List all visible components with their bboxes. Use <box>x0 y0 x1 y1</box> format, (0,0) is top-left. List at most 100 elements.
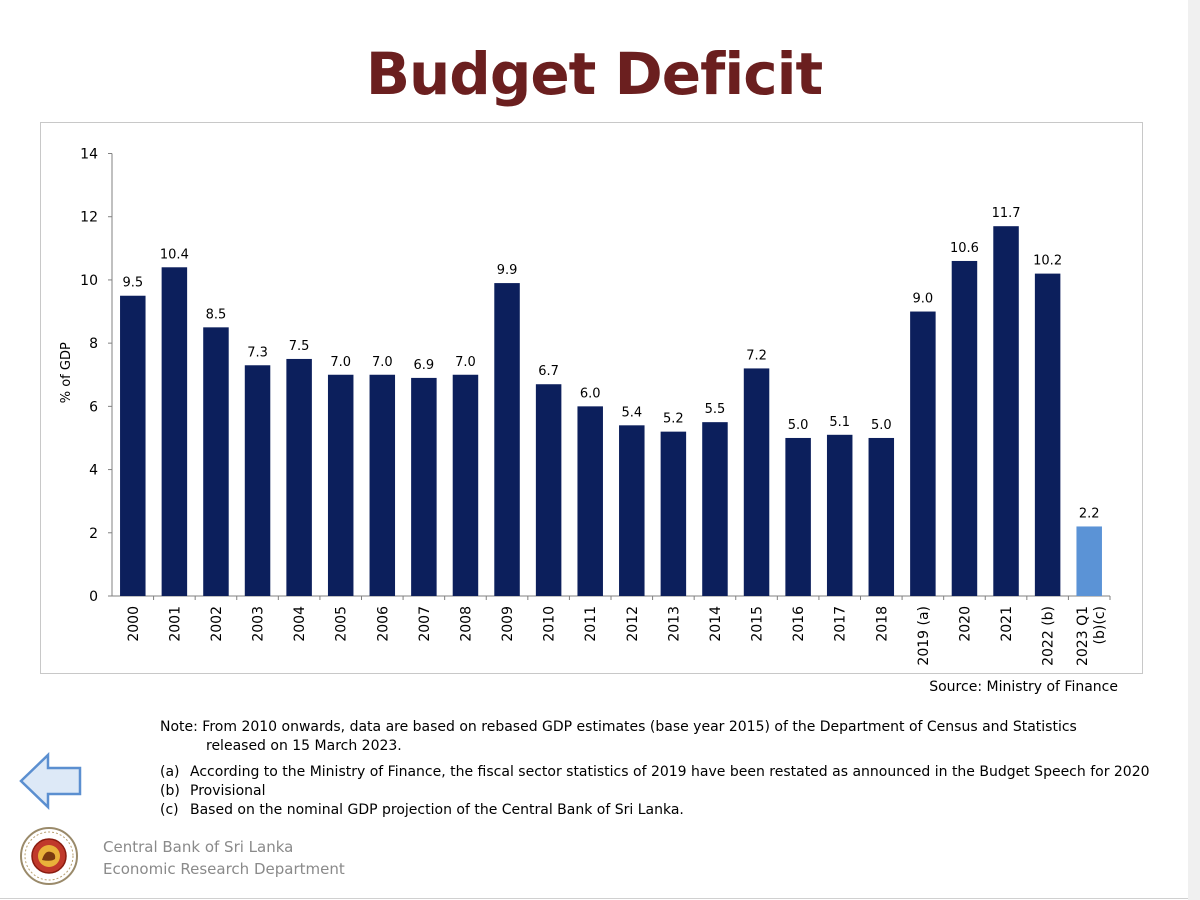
bar <box>286 358 312 596</box>
bar-value-label: 7.3 <box>247 345 268 360</box>
bar <box>120 295 146 596</box>
bar <box>161 267 188 596</box>
note-line-2: released on 15 March 2023. <box>206 738 402 754</box>
bar <box>702 422 728 596</box>
bar <box>494 283 520 596</box>
x-tick-label: 2002 <box>209 606 225 642</box>
bar-value-label: 5.4 <box>621 405 642 420</box>
org-dept: Economic Research Department <box>103 860 345 878</box>
footnote-item: (b) Provisional <box>160 782 1150 801</box>
bar-value-label: 7.0 <box>372 355 393 370</box>
x-tick-label: 2007 <box>417 606 433 642</box>
y-tick-label: 4 <box>89 463 98 479</box>
bar <box>660 431 687 596</box>
bar <box>577 406 603 596</box>
bar <box>1034 273 1061 596</box>
x-tick-label: 2021 <box>999 606 1015 642</box>
bar <box>951 260 978 596</box>
bar-value-label: 11.7 <box>992 206 1021 221</box>
y-tick-label: 10 <box>80 273 98 289</box>
bar <box>993 226 1019 597</box>
y-axis-title: % of GDP <box>59 342 74 403</box>
chart-frame: 0 2 4 6 8 10 12 14 % of GDP 9.5 10.4 8.5 7.3 7.5 7.0 7.… <box>40 122 1143 674</box>
bar <box>411 377 437 596</box>
bar-value-label: 6.0 <box>580 386 601 401</box>
x-tick-label: 2020 <box>957 606 973 642</box>
bar <box>244 365 271 596</box>
bar <box>743 368 770 596</box>
bar-value-label: 5.1 <box>829 415 850 430</box>
y-tick-label: 2 <box>89 526 98 542</box>
x-tick-label: 2012 <box>625 606 641 642</box>
bar-value-label: 7.2 <box>746 348 767 363</box>
y-tick-label: 6 <box>89 399 98 415</box>
bar-value-label: 5.5 <box>705 402 726 417</box>
bar-value-label: 6.9 <box>414 358 435 373</box>
footnote-item: (c) Based on the nominal GDP projection o… <box>160 801 1150 820</box>
x-tick-label: (b)(c) <box>1092 606 1108 644</box>
bar-value-label: 7.0 <box>455 355 476 370</box>
x-tick-label: 2017 <box>833 606 849 642</box>
source-note: Source: Ministry of Finance <box>929 679 1118 695</box>
org-name: Central Bank of Sri Lanka <box>103 838 294 856</box>
bar-value-label: 9.5 <box>122 276 143 291</box>
footnote-text: Based on the nominal GDP projection of t… <box>190 802 684 818</box>
bar <box>1076 526 1102 596</box>
footnote-key: (c) <box>160 802 179 818</box>
bar-chart: 0 2 4 6 8 10 12 14 % of GDP 9.5 10.4 8.5 7.3 7.5 7.0 7.… <box>59 147 1111 666</box>
x-tick-label: 2022 (b) <box>1041 606 1057 666</box>
bar-value-label: 5.2 <box>663 412 684 427</box>
x-tick-label: 2000 <box>126 606 142 642</box>
bar-value-label: 8.5 <box>206 307 227 322</box>
organization: Central Bank of Sri Lanka Economic Resea… <box>103 836 345 880</box>
footnote-item: (a) According to the Ministry of Finance,… <box>160 763 1150 782</box>
bar-value-label: 5.0 <box>788 418 809 433</box>
bar-value-label: 10.6 <box>950 241 979 256</box>
bar-value-label: 10.2 <box>1033 254 1062 269</box>
footnote-key: (a) <box>160 764 180 780</box>
footnotes: (a) According to the Ministry of Finance,… <box>160 763 1150 820</box>
window-edge <box>1188 0 1200 900</box>
x-tick-label: 2023 Q1 <box>1075 606 1091 666</box>
x-tick-label: 2004 <box>292 606 308 642</box>
bar <box>910 311 936 596</box>
y-tick-label: 12 <box>80 210 98 226</box>
bar-value-label: 5.0 <box>871 418 892 433</box>
x-tick-label: 2015 <box>750 606 766 642</box>
bar <box>369 374 396 596</box>
notes-section: Note: From 2010 onwards, data are based … <box>160 718 1150 820</box>
x-tick-label: 2016 <box>791 606 807 642</box>
x-tick-label: 2018 <box>874 606 890 642</box>
bar <box>619 425 645 596</box>
x-tick-label: 2013 <box>666 606 682 642</box>
x-tick-label: 2011 <box>583 606 599 642</box>
bar <box>826 434 853 596</box>
x-tick-label: 2009 <box>500 606 516 642</box>
back-arrow-icon[interactable] <box>18 752 84 810</box>
footnote-key: (b) <box>160 783 180 799</box>
note-line-1: Note: From 2010 onwards, data are based … <box>160 719 1077 735</box>
bar-value-label: 7.5 <box>289 339 310 354</box>
bar-value-label: 9.0 <box>913 292 934 307</box>
bar <box>535 384 562 596</box>
bar <box>452 374 479 596</box>
page-title: Budget Deficit <box>365 40 823 108</box>
bar-value-label: 10.4 <box>160 247 189 262</box>
x-tick-label: 2001 <box>167 606 183 642</box>
bar-value-label: 7.0 <box>330 355 351 370</box>
y-tick-label: 0 <box>89 589 98 605</box>
y-tick-label: 14 <box>80 147 98 163</box>
bar <box>327 374 354 596</box>
bar <box>868 437 895 596</box>
footnote-text: Provisional <box>190 783 266 799</box>
x-tick-label: 2010 <box>542 606 558 642</box>
x-tick-label: 2019 (a) <box>916 606 932 666</box>
bar-value-label: 6.7 <box>538 364 559 379</box>
bar <box>785 437 811 596</box>
x-tick-label: 2008 <box>458 606 474 642</box>
x-tick-label: 2005 <box>334 606 350 642</box>
x-tick-label: 2003 <box>251 606 267 642</box>
bar <box>203 327 229 596</box>
bar-value-label: 9.9 <box>497 263 518 278</box>
